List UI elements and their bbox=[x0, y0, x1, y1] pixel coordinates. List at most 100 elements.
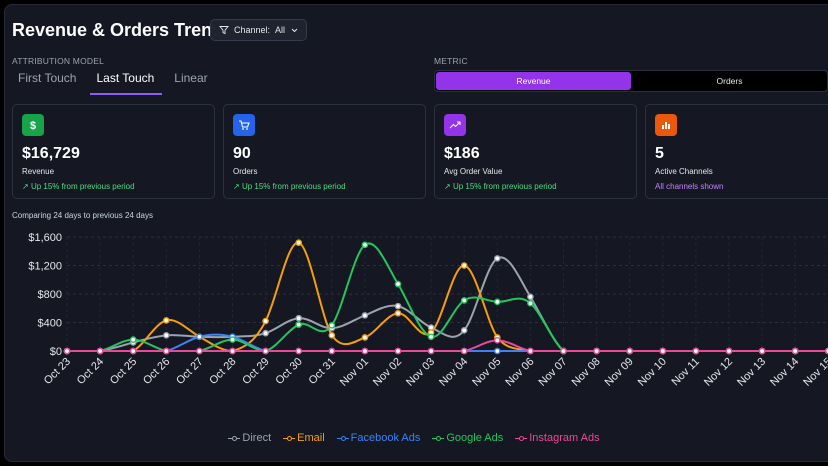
data-point-instagram-ads[interactable] bbox=[196, 347, 203, 355]
svg-text:$: $ bbox=[30, 120, 36, 131]
data-point-email[interactable] bbox=[460, 262, 468, 269]
data-point-direct[interactable] bbox=[460, 327, 468, 334]
data-point-instagram-ads[interactable] bbox=[493, 337, 501, 344]
data-point-google-ads[interactable] bbox=[527, 299, 534, 307]
data-point-google-ads[interactable] bbox=[460, 297, 468, 304]
data-point-instagram-ads[interactable] bbox=[63, 347, 71, 355]
data-point-instagram-ads[interactable] bbox=[328, 347, 336, 355]
series-line-facebook-ads bbox=[66, 333, 828, 353]
tab-last-touch[interactable]: Last Touch bbox=[90, 66, 163, 95]
data-point-facebook-ads[interactable] bbox=[493, 347, 501, 355]
data-point-direct[interactable] bbox=[527, 293, 534, 301]
x-tick-label: Nov 01 bbox=[338, 356, 371, 389]
data-point-instagram-ads[interactable] bbox=[825, 347, 828, 355]
data-point-direct[interactable] bbox=[394, 302, 402, 310]
data-point-instagram-ads[interactable] bbox=[593, 347, 600, 355]
data-point-direct[interactable] bbox=[493, 255, 501, 262]
orders-card: 90 Orders ↗ Up 15% from previous period bbox=[223, 104, 426, 199]
metric-option-orders[interactable]: Orders bbox=[716, 76, 743, 86]
data-point-instagram-ads[interactable] bbox=[262, 347, 269, 355]
metric-toggle: Revenue Orders bbox=[434, 70, 828, 92]
tab-first-touch[interactable]: First Touch bbox=[18, 71, 77, 85]
data-point-instagram-ads[interactable] bbox=[229, 347, 236, 355]
data-point-email[interactable] bbox=[295, 239, 303, 247]
data-point-instagram-ads[interactable] bbox=[295, 347, 303, 355]
legend-item-google-ads[interactable]: Google Ads bbox=[432, 432, 503, 444]
orders-change: ↗ Up 15% from previous period bbox=[233, 182, 346, 191]
channels-label: Active Channels bbox=[655, 167, 713, 176]
aov-label: Avg Order Value bbox=[444, 167, 503, 176]
data-point-google-ads[interactable] bbox=[394, 280, 402, 288]
legend-label: Instagram Ads bbox=[529, 432, 600, 444]
x-tick-label: Oct 28 bbox=[207, 356, 238, 387]
x-tick-label: Nov 12 bbox=[702, 356, 735, 389]
legend-item-direct[interactable]: Direct bbox=[228, 432, 271, 444]
data-point-email[interactable] bbox=[162, 317, 170, 324]
arrow-up-right-icon: ↗ bbox=[233, 182, 242, 191]
x-tick-label: Nov 09 bbox=[603, 356, 636, 389]
data-point-direct[interactable] bbox=[295, 314, 303, 322]
data-point-google-ads[interactable] bbox=[427, 333, 435, 341]
data-point-instagram-ads[interactable] bbox=[129, 347, 137, 355]
x-tick-label: Oct 31 bbox=[307, 356, 338, 387]
data-point-instagram-ads[interactable] bbox=[659, 347, 667, 355]
data-point-email[interactable] bbox=[328, 332, 336, 339]
data-point-instagram-ads[interactable] bbox=[527, 347, 534, 355]
data-point-direct[interactable] bbox=[162, 332, 170, 339]
x-tick-label: Nov 11 bbox=[669, 356, 702, 389]
x-tick-label: Nov 07 bbox=[536, 356, 569, 389]
data-point-direct[interactable] bbox=[361, 312, 369, 319]
channel-filter-button[interactable]: Channel: All bbox=[210, 19, 307, 41]
orders-value: 90 bbox=[233, 145, 251, 162]
data-point-instagram-ads[interactable] bbox=[791, 347, 799, 355]
data-point-instagram-ads[interactable] bbox=[394, 347, 402, 355]
channel-filter-label: Channel: bbox=[234, 25, 271, 35]
x-tick-label: Oct 26 bbox=[141, 356, 172, 387]
x-tick-label: Nov 13 bbox=[735, 356, 768, 389]
x-tick-label: Nov 05 bbox=[470, 356, 503, 389]
data-point-email[interactable] bbox=[361, 334, 369, 341]
legend-item-facebook-ads[interactable]: Facebook Ads bbox=[336, 432, 420, 444]
revenue-card: $ $16,729 Revenue ↗ Up 15% from previous… bbox=[12, 104, 215, 199]
data-point-instagram-ads[interactable] bbox=[460, 347, 468, 355]
tab-linear[interactable]: Linear bbox=[174, 71, 208, 85]
revenue-change-text: Up 15% from previous period bbox=[30, 182, 135, 191]
legend-item-instagram-ads[interactable]: Instagram Ads bbox=[515, 432, 600, 444]
data-point-google-ads[interactable] bbox=[361, 241, 369, 249]
data-point-instagram-ads[interactable] bbox=[560, 347, 567, 355]
data-point-instagram-ads[interactable] bbox=[162, 347, 170, 355]
orders-change-text: Up 15% from previous period bbox=[241, 182, 346, 191]
data-point-instagram-ads[interactable] bbox=[692, 347, 700, 355]
legend-label: Direct bbox=[242, 432, 272, 444]
data-point-instagram-ads[interactable] bbox=[758, 347, 766, 355]
data-point-email[interactable] bbox=[262, 317, 269, 325]
series-line-direct bbox=[66, 256, 828, 353]
data-point-instagram-ads[interactable] bbox=[427, 347, 435, 355]
data-point-google-ads[interactable] bbox=[493, 298, 501, 306]
x-tick-label: Nov 02 bbox=[371, 356, 404, 389]
data-point-instagram-ads[interactable] bbox=[626, 347, 634, 355]
data-point-google-ads[interactable] bbox=[229, 336, 236, 343]
channel-filter-value: All bbox=[275, 25, 286, 35]
data-point-google-ads[interactable] bbox=[328, 322, 336, 329]
data-point-google-ads[interactable] bbox=[295, 321, 303, 328]
aov-change: ↗ Up 15% from previous period bbox=[444, 182, 557, 191]
chart-icon bbox=[655, 114, 677, 136]
y-tick-label: $0 bbox=[50, 346, 62, 358]
arrow-up-right-icon: ↗ bbox=[22, 182, 31, 191]
metric-option-revenue[interactable]: Revenue bbox=[436, 72, 631, 90]
legend-item-email[interactable]: Email bbox=[283, 432, 325, 444]
data-point-instagram-ads[interactable] bbox=[361, 347, 369, 355]
data-point-google-ads[interactable] bbox=[129, 336, 137, 343]
data-point-direct[interactable] bbox=[262, 329, 269, 337]
dollar-icon: $ bbox=[22, 114, 44, 136]
data-point-instagram-ads[interactable] bbox=[96, 347, 104, 355]
aov-card: $186 Avg Order Value ↗ Up 15% from previ… bbox=[434, 104, 637, 199]
data-point-facebook-ads[interactable] bbox=[196, 333, 203, 341]
aov-change-text: Up 15% from previous period bbox=[452, 182, 557, 191]
aov-value: $186 bbox=[444, 145, 480, 162]
comparison-text: Comparing 24 days to previous 24 days bbox=[12, 211, 153, 220]
x-tick-label: Nov 03 bbox=[404, 356, 437, 389]
data-point-instagram-ads[interactable] bbox=[725, 347, 733, 355]
data-point-email[interactable] bbox=[394, 309, 402, 317]
